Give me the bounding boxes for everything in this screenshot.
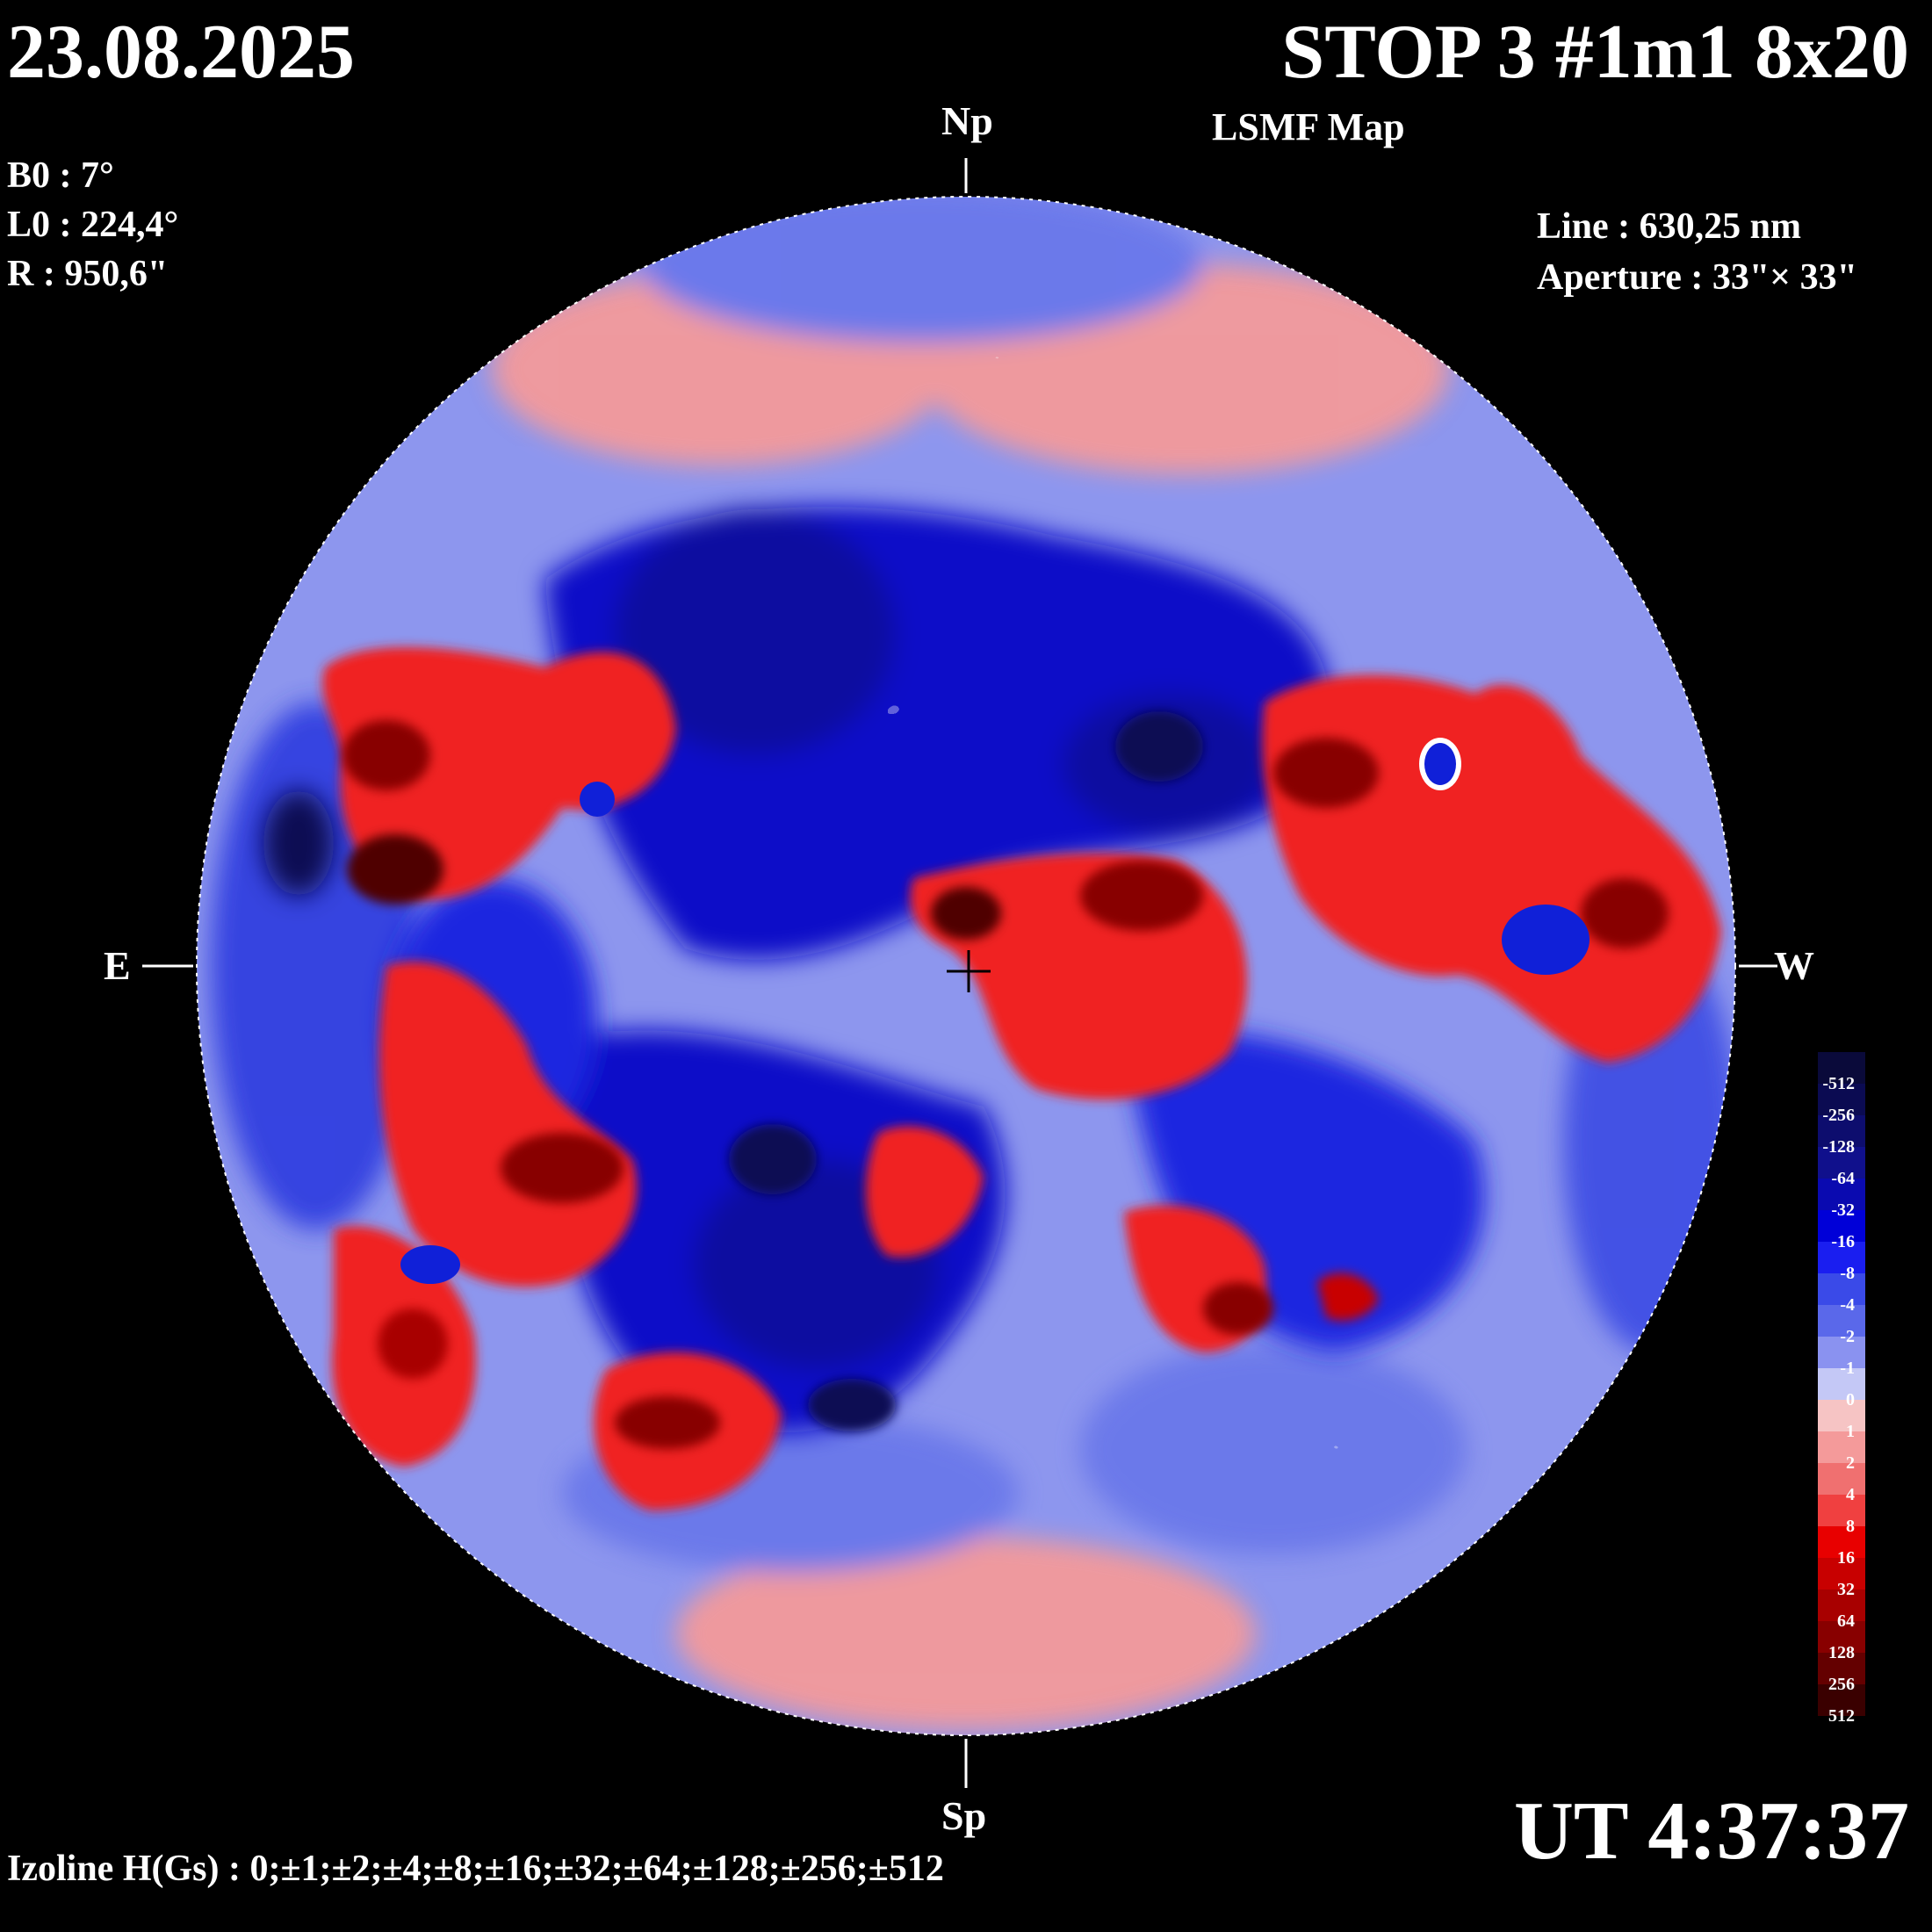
scale-tick-label: -8 bbox=[1840, 1264, 1855, 1283]
scale-tick-label: 16 bbox=[1837, 1548, 1855, 1568]
scale-tick-label: -2 bbox=[1840, 1327, 1855, 1346]
l0-value: L0 : 224,4° bbox=[7, 205, 179, 245]
scale-tick-label: 2 bbox=[1846, 1453, 1855, 1473]
scale-swatch bbox=[1818, 1684, 1865, 1716]
scale-tick-label: -64 bbox=[1831, 1169, 1855, 1188]
scale-swatch bbox=[1818, 1621, 1865, 1653]
scale-tick-label: 64 bbox=[1837, 1611, 1855, 1631]
map-subtitle: LSMF Map bbox=[1212, 105, 1405, 148]
scale-tick-label: -16 bbox=[1831, 1232, 1855, 1251]
scale-swatch bbox=[1818, 1210, 1865, 1242]
scale-tick-label: -32 bbox=[1831, 1200, 1855, 1220]
scale-swatch bbox=[1818, 1431, 1865, 1463]
scale-tick-label: -1 bbox=[1840, 1359, 1855, 1378]
scale-swatch bbox=[1818, 1147, 1865, 1179]
limb-outline bbox=[196, 196, 1736, 1736]
b0-value: B0 : 7° bbox=[7, 155, 114, 196]
color-scale-bar bbox=[1818, 1052, 1865, 1716]
izoline-levels: Izoline H(Gs) : 0;±1;±2;±4;±8;±16;±32;±6… bbox=[7, 1849, 944, 1889]
solar-disk bbox=[197, 197, 1735, 1735]
scale-tick-label: 128 bbox=[1828, 1643, 1855, 1662]
ut-time: UT 4:37:37 bbox=[1514, 1785, 1909, 1877]
north-pole-label: Np bbox=[941, 98, 993, 143]
scale-tick-label: 4 bbox=[1846, 1485, 1855, 1504]
scale-swatch bbox=[1818, 1463, 1865, 1495]
scale-swatch bbox=[1818, 1590, 1865, 1621]
east-label: E bbox=[104, 943, 131, 988]
scale-tick-label: -512 bbox=[1822, 1074, 1855, 1093]
west-label: W bbox=[1774, 943, 1814, 988]
scale-swatch bbox=[1818, 1305, 1865, 1337]
scale-swatch bbox=[1818, 1115, 1865, 1147]
scale-swatch bbox=[1818, 1052, 1865, 1084]
scale-swatch bbox=[1818, 1242, 1865, 1273]
scale-swatch bbox=[1818, 1337, 1865, 1368]
scale-tick-label: 8 bbox=[1846, 1517, 1855, 1536]
scale-tick-label: 0 bbox=[1846, 1390, 1855, 1409]
scale-tick-label: 32 bbox=[1837, 1580, 1855, 1599]
map-title: STOP 3 #1m1 8x20 bbox=[1281, 10, 1909, 95]
scale-tick-label: 1 bbox=[1846, 1422, 1855, 1441]
scale-swatch bbox=[1818, 1495, 1865, 1526]
radius-value: R : 950,6" bbox=[7, 254, 169, 294]
scale-swatch bbox=[1818, 1084, 1865, 1115]
scale-tick-label: -256 bbox=[1822, 1106, 1855, 1125]
scale-tick-label: 512 bbox=[1828, 1706, 1855, 1726]
scale-tick-label: -4 bbox=[1840, 1295, 1855, 1315]
spectral-line: Line : 630,25 nm bbox=[1537, 206, 1802, 247]
scale-tick-label: -128 bbox=[1822, 1137, 1855, 1157]
scale-swatch bbox=[1818, 1179, 1865, 1210]
scale-swatch bbox=[1818, 1653, 1865, 1684]
scale-swatch bbox=[1818, 1273, 1865, 1305]
aperture-size: Aperture : 33"× 33" bbox=[1537, 257, 1857, 298]
scale-swatch bbox=[1818, 1526, 1865, 1558]
scale-swatch bbox=[1818, 1368, 1865, 1400]
south-pole-label: Sp bbox=[941, 1793, 987, 1838]
scale-swatch bbox=[1818, 1558, 1865, 1590]
scale-tick-label: 256 bbox=[1828, 1675, 1855, 1694]
observation-date: 23.08.2025 bbox=[7, 10, 355, 95]
scale-swatch bbox=[1818, 1400, 1865, 1431]
